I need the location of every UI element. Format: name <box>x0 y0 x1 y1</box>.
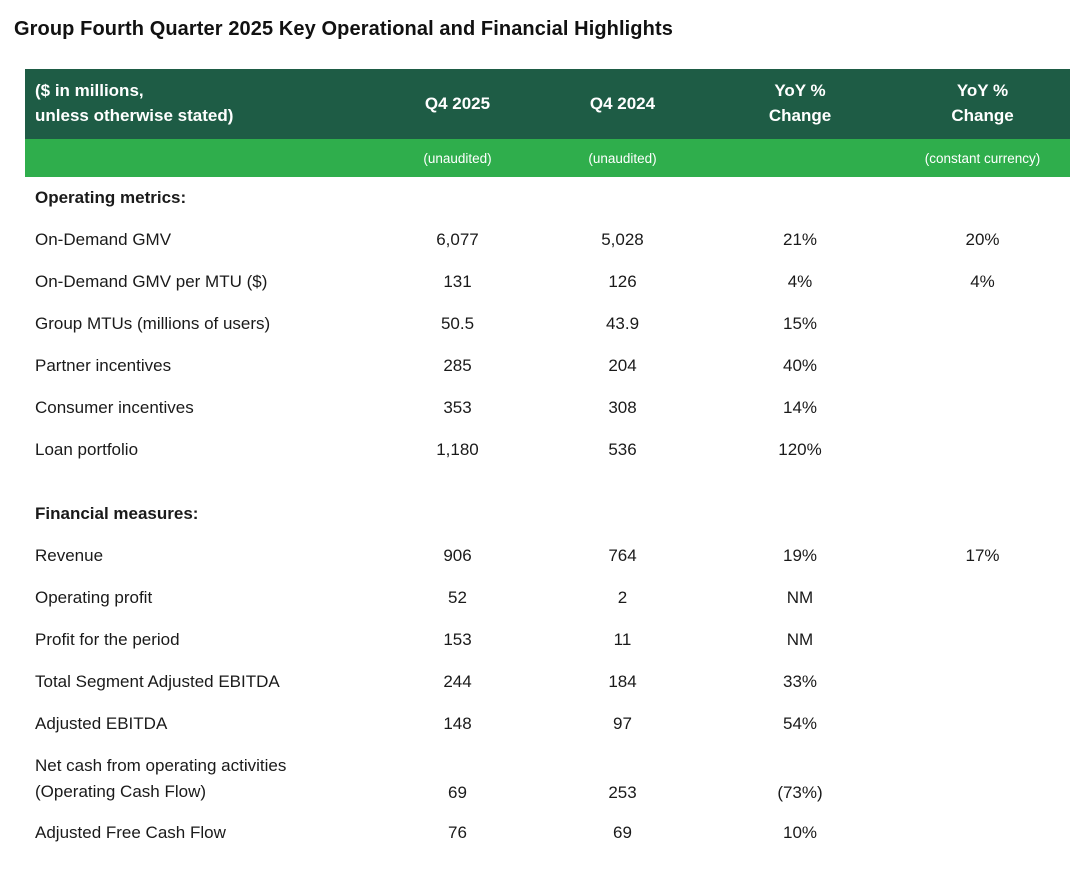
value-yoy-cc: 20% <box>965 230 1000 249</box>
table-body: Operating metrics: On-Demand GMV 6,077 5… <box>25 177 1070 854</box>
metric-label: On-Demand GMV <box>35 230 172 249</box>
metric-label: Total Segment Adjusted EBITDA <box>35 672 280 691</box>
value-q4-2024: 126 <box>608 272 637 291</box>
value-yoy: 21% <box>782 230 818 249</box>
section-title: Operating metrics: <box>35 188 187 207</box>
table-row-loan-portfolio: Loan portfolio 1,180 536 120% <box>25 429 1070 471</box>
metric-label: Adjusted EBITDA <box>35 714 168 733</box>
table-row-operating-profit: Operating profit 52 2 NM <box>25 577 1070 619</box>
metric-label: Adjusted Free Cash Flow <box>35 823 226 842</box>
value-q4-2024: 536 <box>608 440 637 459</box>
metric-label: Profit for the period <box>35 630 180 649</box>
metric-label: Loan portfolio <box>35 440 139 459</box>
value-yoy-cc: 17% <box>965 546 1000 565</box>
financial-highlights-table: ($ in millions, unless otherwise stated)… <box>25 69 1070 854</box>
value-q4-2024: 2 <box>617 588 628 607</box>
value-q4-2025: 69 <box>448 783 467 802</box>
metric-label: Operating profit <box>35 588 153 607</box>
value-q4-2025: 1,180 <box>436 440 479 459</box>
header-metric-line1: ($ in millions, <box>35 81 144 101</box>
value-yoy: 33% <box>782 672 818 691</box>
value-q4-2025: 153 <box>443 630 472 649</box>
value-yoy: 14% <box>782 398 818 417</box>
value-q4-2025: 50.5 <box>440 314 475 333</box>
value-yoy: 54% <box>782 714 818 733</box>
table-row-adjusted-free-cash-flow: Adjusted Free Cash Flow 76 69 10% <box>25 812 1070 854</box>
metric-label-line1: Net cash from operating activities <box>35 755 287 775</box>
table-row-consumer-incentives: Consumer incentives 353 308 14% <box>25 387 1070 429</box>
value-q4-2024: 97 <box>613 714 632 733</box>
value-q4-2024: 43.9 <box>605 314 640 333</box>
subheader-constant-currency: (constant currency) <box>924 150 1041 166</box>
value-yoy: NM <box>786 630 814 649</box>
table-header-row: ($ in millions, unless otherwise stated)… <box>25 69 1070 139</box>
table-row-adjusted-ebitda: Adjusted EBITDA 148 97 54% <box>25 703 1070 745</box>
table-row-gmv-per-mtu: On-Demand GMV per MTU ($) 131 126 4% 4% <box>25 261 1070 303</box>
value-yoy: NM <box>786 588 814 607</box>
header-yoy-line1: YoY % <box>774 81 826 101</box>
metric-label: On-Demand GMV per MTU ($) <box>35 272 268 291</box>
value-yoy: 4% <box>787 272 813 291</box>
value-yoy: 120% <box>778 440 822 459</box>
value-yoy-cc: 4% <box>970 272 995 291</box>
metric-label: Group MTUs (millions of users) <box>35 314 271 333</box>
page-title: Group Fourth Quarter 2025 Key Operationa… <box>14 18 673 40</box>
section-spacer <box>25 471 1070 493</box>
value-yoy: (73%) <box>777 783 823 802</box>
value-q4-2024: 308 <box>608 398 637 417</box>
table-row-revenue: Revenue 906 764 19% 17% <box>25 535 1070 577</box>
subheader-unaudited-2025: (unaudited) <box>423 150 492 166</box>
value-yoy-cc <box>895 803 1070 812</box>
header-yoy-change: YoY % Change <box>705 79 895 128</box>
table-subheader-row: (unaudited) (unaudited) (constant curren… <box>25 139 1070 177</box>
value-yoy: 15% <box>782 314 818 333</box>
table-row-partner-incentives: Partner incentives 285 204 40% <box>25 345 1070 387</box>
subheader-unaudited-2024: (unaudited) <box>588 150 657 166</box>
section-header-financial-measures: Financial measures: <box>25 493 1070 535</box>
header-q4-2025: Q4 2025 <box>424 93 491 113</box>
value-yoy: 40% <box>782 356 818 375</box>
value-yoy: 19% <box>782 546 818 565</box>
metric-label: Revenue <box>35 546 104 565</box>
value-q4-2024: 69 <box>613 823 632 842</box>
value-q4-2024: 204 <box>608 356 637 375</box>
metric-label: Consumer incentives <box>35 398 194 417</box>
metric-label: Partner incentives <box>35 356 172 375</box>
table-row-group-mtus: Group MTUs (millions of users) 50.5 43.9… <box>25 303 1070 345</box>
value-q4-2024: 764 <box>608 546 637 565</box>
value-yoy: 10% <box>782 823 818 842</box>
value-q4-2025: 244 <box>443 672 472 691</box>
metric-label-line2: (Operating Cash Flow) <box>35 781 207 801</box>
table-row-profit-for-period: Profit for the period 153 11 NM <box>25 619 1070 661</box>
table-row-operating-cash-flow: Net cash from operating activities (Oper… <box>25 745 1070 812</box>
value-q4-2024: 184 <box>608 672 637 691</box>
value-q4-2025: 906 <box>443 546 472 565</box>
metric-label: Net cash from operating activities (Oper… <box>25 753 375 805</box>
value-q4-2025: 131 <box>443 272 472 291</box>
value-q4-2025: 285 <box>443 356 472 375</box>
value-q4-2025: 6,077 <box>436 230 479 249</box>
header-yoy-change-constant-currency: YoY % Change <box>895 79 1070 128</box>
section-header-operating-metrics: Operating metrics: <box>25 177 1070 219</box>
header-yoy-cc-line1: YoY % <box>956 81 1009 101</box>
table-row-on-demand-gmv: On-Demand GMV 6,077 5,028 21% 20% <box>25 219 1070 261</box>
header-yoy-cc-line2: Change <box>951 106 1014 125</box>
header-q4-2024: Q4 2024 <box>589 93 656 113</box>
value-q4-2025: 52 <box>448 588 467 607</box>
value-q4-2024: 11 <box>613 630 632 649</box>
value-q4-2024: 5,028 <box>601 230 644 249</box>
value-q4-2025: 76 <box>448 823 467 842</box>
value-q4-2025: 353 <box>443 398 472 417</box>
table-row-total-segment-adjusted-ebitda: Total Segment Adjusted EBITDA 244 184 33… <box>25 661 1070 703</box>
value-q4-2025: 148 <box>443 714 472 733</box>
section-title: Financial measures: <box>35 504 199 523</box>
value-q4-2024: 253 <box>608 783 637 802</box>
header-metric-column: ($ in millions, unless otherwise stated) <box>25 79 375 128</box>
header-metric-line2: unless otherwise stated) <box>35 106 234 125</box>
header-yoy-line2: Change <box>768 106 832 125</box>
